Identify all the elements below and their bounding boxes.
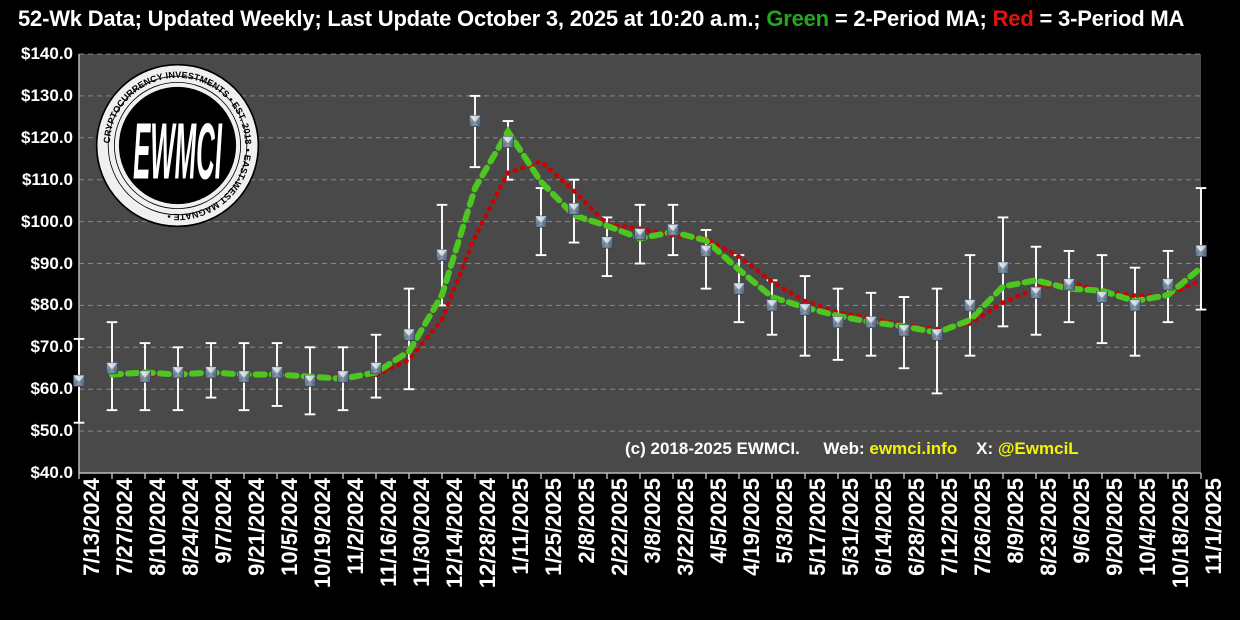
svg-text:EWMCI: EWMCI — [133, 106, 223, 196]
